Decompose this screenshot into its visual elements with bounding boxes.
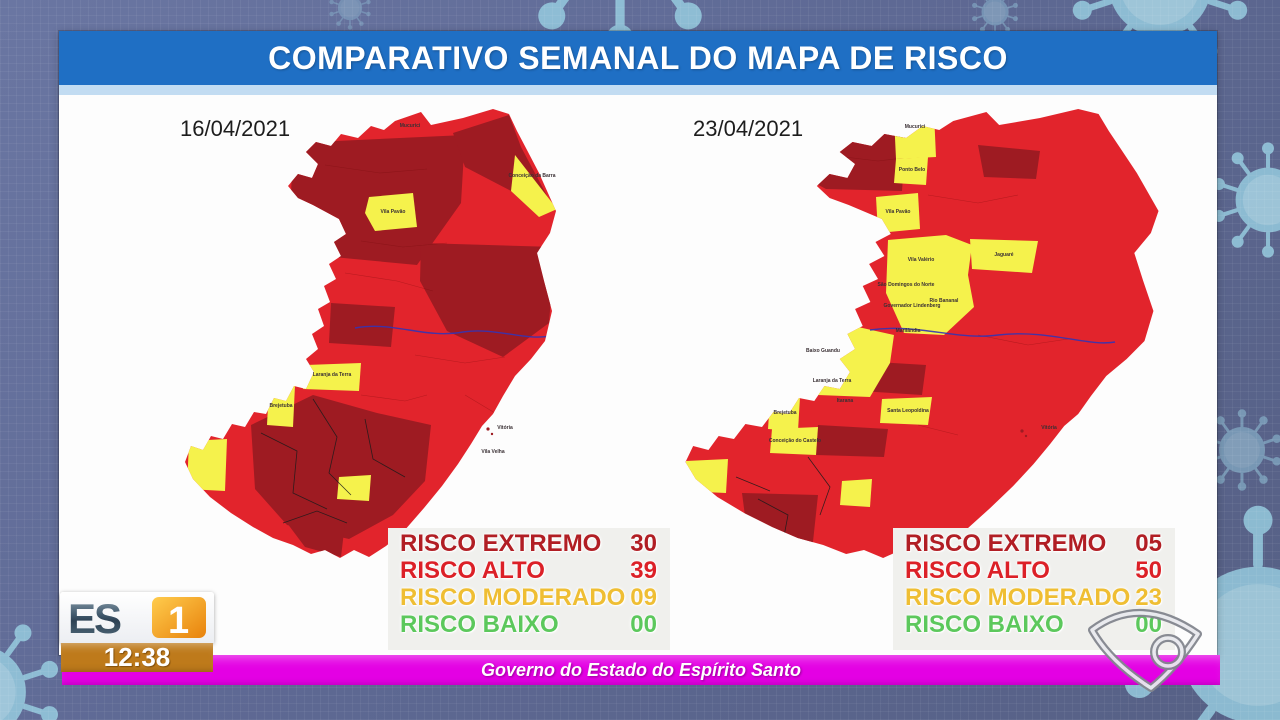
station-eye-logo xyxy=(1088,609,1202,692)
municipality-label: Conceição da Barra xyxy=(509,173,556,179)
channel-letters: ES xyxy=(68,595,121,641)
stat-row-extreme: RISCO EXTREMO 05 xyxy=(893,530,1175,557)
municipality-label: Ponto Belo xyxy=(899,167,925,173)
map-date-left: 16/04/2021 xyxy=(180,116,291,141)
graphic-card: COMPARATIVO SEMANAL DO MAPA DE RISCO 16/… xyxy=(59,31,1217,655)
municipality-label: Vitória xyxy=(497,425,513,431)
stat-row-high: RISCO ALTO 39 xyxy=(388,557,670,584)
municipality-label: Brejetuba xyxy=(773,410,796,416)
virus-icon xyxy=(1211,142,1280,258)
risk-high-value: 50 xyxy=(1135,557,1162,584)
risk-map-left: Mucurici Conceição da Barra Vila Pavão Lara… xyxy=(185,109,556,558)
municipality-label: Vila Pavão xyxy=(381,209,406,215)
map-date-right: 23/04/2021 xyxy=(693,116,804,141)
municipality-label: São Domingos do Norte xyxy=(878,282,935,288)
virus-icon xyxy=(0,610,61,720)
banner-text: Governo do Estado do Espírito Santo xyxy=(480,659,802,680)
municipality-label: Vila Pavão xyxy=(886,209,911,215)
risk-extreme-value: 30 xyxy=(630,530,657,557)
channel-one-box xyxy=(152,597,206,638)
risk-low-label: RISCO BAIXO xyxy=(905,611,1064,638)
municipality-label: Vitória xyxy=(1041,425,1057,431)
risk-stats-right: RISCO EXTREMO 05 RISCO ALTO 50 RISCO MOD… xyxy=(893,528,1175,650)
municipality-label: Santa Leopoldina xyxy=(887,408,929,414)
stat-row-low: RISCO BAIXO 00 xyxy=(388,611,670,638)
risk-low-label: RISCO BAIXO xyxy=(400,611,559,638)
municipality-label: Marilândia xyxy=(896,328,921,334)
header-bar: COMPARATIVO SEMANAL DO MAPA DE RISCO xyxy=(59,31,1217,85)
municipality-label: Brejetuba xyxy=(269,403,292,409)
risk-moderate-value: 23 xyxy=(1135,584,1162,611)
municipality-label: Laranja da Terra xyxy=(813,378,852,384)
stat-row-extreme: RISCO EXTREMO 30 xyxy=(388,530,670,557)
stat-row-moderate: RISCO MODERADO 23 xyxy=(893,584,1175,611)
risk-stats-left: RISCO EXTREMO 30 RISCO ALTO 39 RISCO MOD… xyxy=(388,528,670,650)
risk-extreme-label: RISCO EXTREMO xyxy=(400,530,602,557)
header-underline xyxy=(59,85,1217,95)
risk-high-value: 39 xyxy=(630,557,657,584)
municipality-label: Rio Bananal xyxy=(930,298,960,304)
government-banner: Governo do Estado do Espírito Santo xyxy=(62,655,1220,685)
municipality-label: Vila Velha xyxy=(481,449,504,455)
channel-logo: ES 1 xyxy=(60,592,214,643)
clock-time: 12:38 xyxy=(61,643,213,672)
municipality-label: Mucurici xyxy=(400,123,421,129)
municipality-label: Governador Lindenberg xyxy=(884,303,941,309)
municipality-label: Jaguaré xyxy=(994,252,1013,258)
risk-extreme-value: 05 xyxy=(1135,530,1162,557)
municipality-label: Vila Valério xyxy=(908,257,935,263)
channel-clock: ES 1 12:38 xyxy=(60,592,214,672)
es1-logo: ES 1 xyxy=(68,595,206,641)
municipality-label: Laranja da Terra xyxy=(313,372,352,378)
risk-extreme-label: RISCO EXTREMO xyxy=(905,530,1107,557)
risk-moderate-label: RISCO MODERADO xyxy=(400,584,626,611)
eye-pupil xyxy=(1152,636,1184,668)
virus-icon xyxy=(328,0,372,30)
risk-high-label: RISCO ALTO xyxy=(400,557,545,584)
risk-map-right: Mucurici Ponto Belo Vila Pavão Vila Valério… xyxy=(685,109,1159,558)
risk-high-label: RISCO ALTO xyxy=(905,557,1050,584)
municipality-label: Baixo Guandu xyxy=(806,348,840,354)
municipality-label: Conceição do Castelo xyxy=(769,438,821,444)
municipality-label: Mucurici xyxy=(905,124,926,130)
channel-number: 1 xyxy=(168,600,189,641)
stat-row-moderate: RISCO MODERADO 09 xyxy=(388,584,670,611)
municipality-label: Itarana xyxy=(837,398,854,404)
risk-moderate-label: RISCO MODERADO xyxy=(905,584,1131,611)
risk-low-value: 00 xyxy=(630,611,657,638)
risk-moderate-value: 09 xyxy=(630,584,657,611)
stat-row-high: RISCO ALTO 50 xyxy=(893,557,1175,584)
page-title: COMPARATIVO SEMANAL DO MAPA DE RISCO xyxy=(268,40,1008,76)
